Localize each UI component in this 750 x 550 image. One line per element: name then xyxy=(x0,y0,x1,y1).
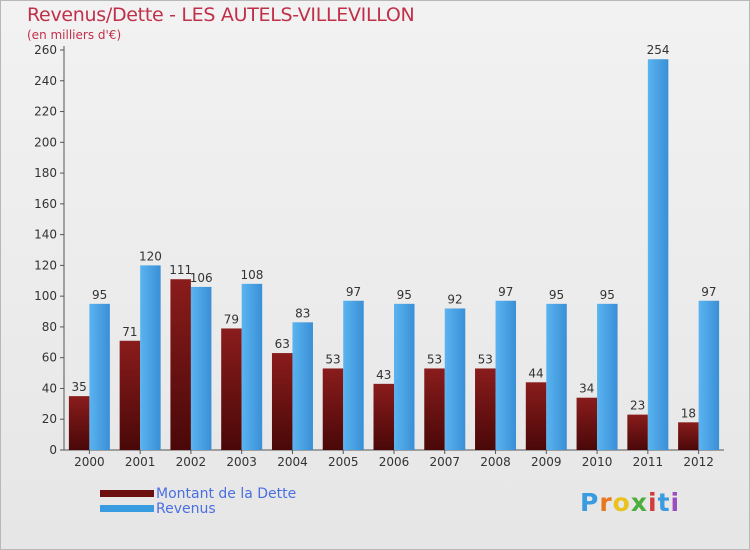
y-tick-label: 100 xyxy=(34,289,57,303)
data-label-dette: 53 xyxy=(325,352,340,366)
bar-revenus xyxy=(292,322,313,450)
x-tick-label: 2007 xyxy=(429,455,460,469)
y-tick-label: 200 xyxy=(34,135,57,149)
data-label-dette: 63 xyxy=(275,337,290,351)
data-label-dette: 71 xyxy=(122,325,137,339)
legend-swatch-debt xyxy=(100,490,154,497)
data-label-dette: 53 xyxy=(478,352,493,366)
data-label-revenus: 95 xyxy=(397,288,412,302)
data-label-revenus: 97 xyxy=(498,285,513,299)
data-label-revenus: 106 xyxy=(190,271,213,285)
x-tick-label: 2003 xyxy=(226,455,257,469)
y-tick-label: 260 xyxy=(34,43,57,57)
bar-revenus xyxy=(495,300,517,450)
data-label-dette: 79 xyxy=(224,312,239,326)
data-label-revenus: 95 xyxy=(549,288,564,302)
legend-item-debt: Montant de la Dette xyxy=(100,485,297,502)
bar-dette xyxy=(475,368,496,450)
bar-dette xyxy=(322,368,344,450)
bar-dette xyxy=(576,397,598,450)
chart-title: Revenus/Dette - LES AUTELS-VILLEVILLON xyxy=(27,4,415,26)
bar-revenus xyxy=(546,303,567,450)
data-label-revenus: 83 xyxy=(295,306,310,320)
data-label-dette: 111 xyxy=(169,263,192,277)
y-tick-label: 220 xyxy=(34,105,57,119)
y-tick-label: 140 xyxy=(34,228,57,242)
data-label-revenus: 254 xyxy=(647,43,670,57)
bar-revenus xyxy=(343,300,364,450)
y-tick-label: 180 xyxy=(34,166,57,180)
bar-revenus xyxy=(444,308,466,450)
x-tick-label: 2009 xyxy=(531,455,562,469)
data-label-dette: 43 xyxy=(376,368,391,382)
y-tick-label: 20 xyxy=(42,412,57,426)
x-tick-label: 2000 xyxy=(74,455,105,469)
x-tick-label: 2011 xyxy=(633,455,664,469)
legend-label-revenus: Revenus xyxy=(156,500,216,517)
legend-label-debt: Montant de la Dette xyxy=(156,485,297,502)
bar-revenus xyxy=(597,303,618,450)
data-label-revenus: 120 xyxy=(139,249,162,263)
x-tick-label: 2012 xyxy=(683,455,714,469)
data-label-revenus: 108 xyxy=(240,268,263,282)
bar-revenus xyxy=(140,265,161,450)
proxiti-logo: Proxiti xyxy=(580,488,681,517)
data-label-revenus: 97 xyxy=(346,285,361,299)
bar-revenus xyxy=(89,303,110,450)
legend: Montant de la Dette Revenus xyxy=(100,485,297,517)
chart-subtitle: (en milliers d'€) xyxy=(27,28,122,42)
bar-revenus xyxy=(241,283,263,450)
bar-revenus xyxy=(394,303,415,450)
bar-dette xyxy=(68,396,90,450)
x-tick-label: 2002 xyxy=(176,455,207,469)
x-tick-label: 2004 xyxy=(277,455,308,469)
bar-dette xyxy=(119,340,141,450)
data-label-dette: 18 xyxy=(681,406,696,420)
data-label-dette: 34 xyxy=(579,382,594,396)
legend-swatch-revenus xyxy=(100,505,154,512)
x-tick-label: 2006 xyxy=(379,455,410,469)
y-tick-label: 40 xyxy=(42,381,57,395)
bar-revenus xyxy=(647,59,669,450)
data-label-dette: 44 xyxy=(528,366,543,380)
x-tick-label: 2010 xyxy=(582,455,613,469)
bar-dette xyxy=(221,328,242,450)
x-tick-label: 2001 xyxy=(125,455,156,469)
data-label-dette: 53 xyxy=(427,352,442,366)
y-tick-label: 60 xyxy=(42,351,57,365)
bar-dette xyxy=(170,279,191,450)
bar-revenus xyxy=(698,300,720,450)
data-label-dette: 35 xyxy=(71,380,86,394)
x-tick-label: 2005 xyxy=(328,455,359,469)
bar-dette xyxy=(627,414,648,450)
y-tick-label: 160 xyxy=(34,197,57,211)
bar-dette xyxy=(271,353,293,450)
y-tick-label: 120 xyxy=(34,258,57,272)
legend-item-revenus: Revenus xyxy=(100,500,296,517)
data-label-revenus: 92 xyxy=(447,292,462,306)
data-label-revenus: 97 xyxy=(701,285,716,299)
data-label-revenus: 95 xyxy=(600,288,615,302)
data-label-revenus: 95 xyxy=(92,288,107,302)
y-tick-label: 0 xyxy=(49,443,57,457)
y-tick-label: 80 xyxy=(42,320,57,334)
bar-dette xyxy=(373,383,394,450)
bar-dette xyxy=(424,368,445,450)
x-tick-label: 2008 xyxy=(480,455,511,469)
data-label-dette: 23 xyxy=(630,399,645,413)
bar-dette xyxy=(525,382,547,450)
bar-dette xyxy=(678,422,699,450)
bar-revenus xyxy=(190,286,212,450)
y-tick-label: 240 xyxy=(34,74,57,88)
